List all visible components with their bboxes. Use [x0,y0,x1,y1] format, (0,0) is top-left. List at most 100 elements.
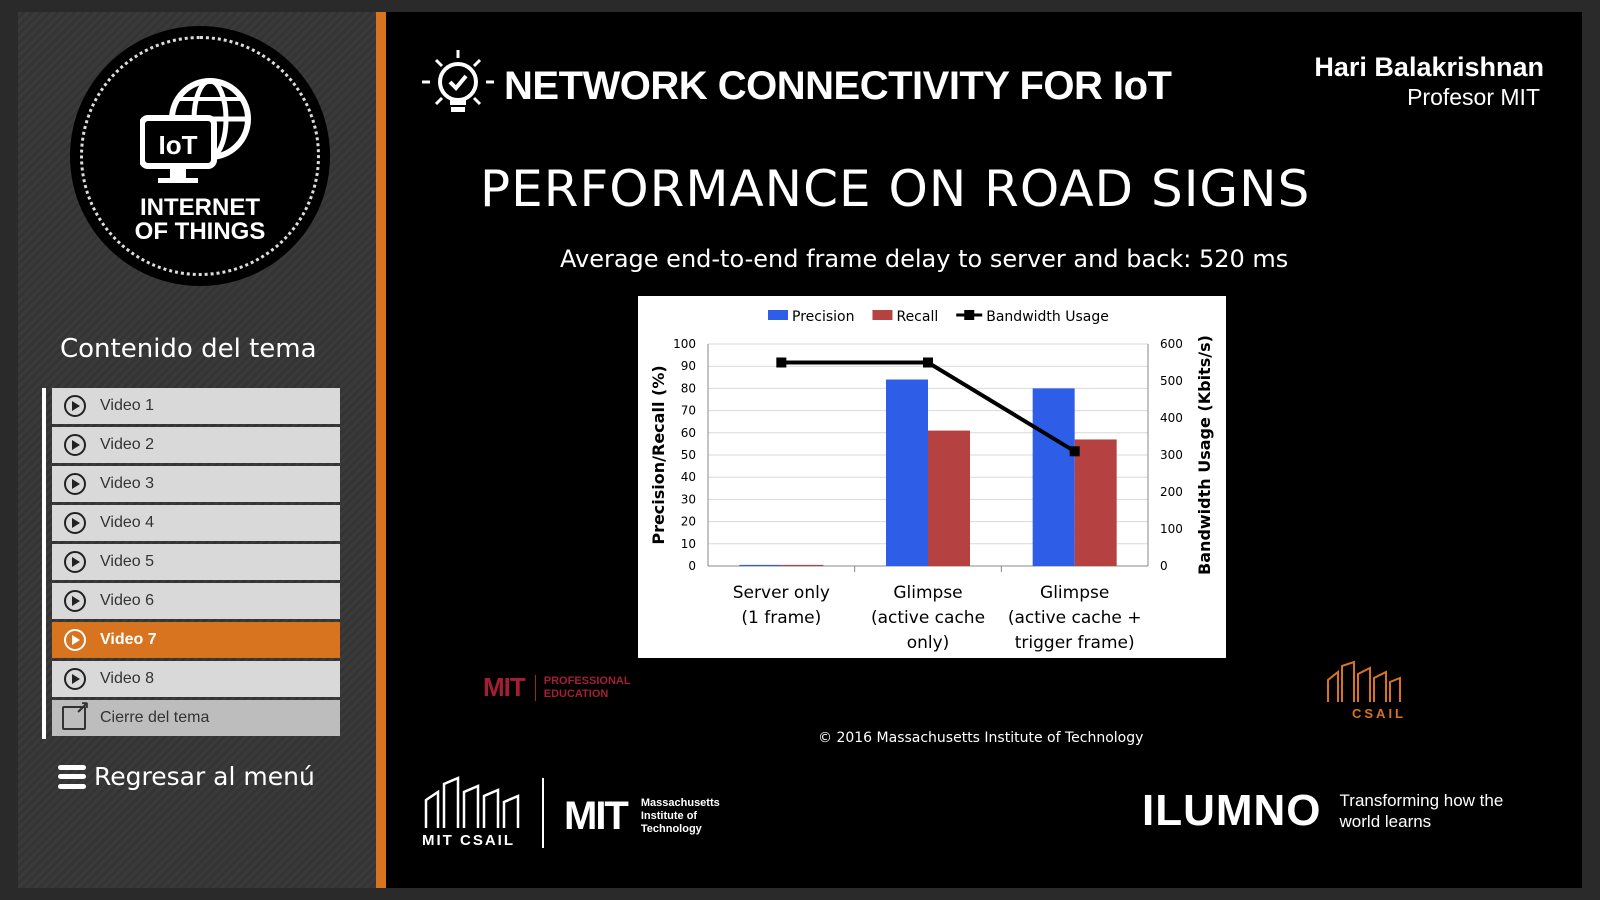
iot-course-logo: IoT INTERNET OF THINGS [70,26,330,286]
category-label: Server only [733,583,830,603]
video-item-5[interactable]: Video 5 [52,544,340,580]
logo-dotted-ring [80,36,320,276]
bar-line-chart: 0 10 20 30 40 50 60 70 80 90 100 0 100 200 300 400 500 60… [649,309,1214,653]
video-label: Video 1 [100,397,154,414]
mit-name: Massachusetts Institute of Technology [640,797,720,835]
presenter-role: Profesor MIT [1407,84,1540,110]
play-circle-icon [64,629,86,651]
y-tick-label: 40 [681,470,696,484]
video-item-6[interactable]: Video 6 [52,583,340,619]
video-label: Video 2 [100,436,154,453]
y2-tick-label: 400 [1160,411,1183,425]
globe-monitor-icon: IoT [140,78,251,183]
bar-precision [886,379,928,566]
y2-tick-label: 500 [1160,374,1183,388]
mit-professional-education-logo: MIT PROFESSIONAL EDUCATION [483,672,631,703]
csail-label: CSAIL [1352,706,1406,721]
course-title: NETWORK CONNECTIVITY FOR IoT [504,64,1172,108]
csail-building-icon [1327,660,1401,702]
topic-title: Contenido del tema [60,334,317,364]
video-item-4[interactable]: Video 4 [52,505,340,541]
mit-csail-label: MIT CSAIL [422,832,515,849]
logo-line-1: INTERNET [140,194,260,221]
sidebar-accent-bar [376,12,386,888]
video-label: Video 5 [100,553,154,570]
play-circle-icon [64,668,86,690]
csail-logo-watermark: CSAIL [1324,658,1464,728]
category-label: trigger frame) [1015,633,1135,653]
pe-text: PROFESSIONAL EDUCATION [534,674,631,701]
y2-axis-title: Bandwidth Usage (Kbits/s) [1195,335,1214,575]
legend-label: Precision [792,309,854,325]
ilumno-brand: ILUMNO [1142,786,1322,835]
video-item-7-active[interactable]: Video 7 [52,622,340,658]
y2-tick-label: 300 [1160,448,1183,462]
video-label: Video 7 [100,631,157,648]
video-player-frame: IoT INTERNET OF THINGS Contenido del tem… [18,12,1582,888]
y-tick-label: 90 [681,359,696,373]
play-circle-icon [64,512,86,534]
external-link-icon [62,698,90,730]
video-label: Video 8 [100,670,154,687]
video-item-3[interactable]: Video 3 [52,466,340,502]
bar-recall [928,430,970,566]
logo-badge: IoT [159,130,198,160]
play-circle-icon [64,434,86,456]
category-label: only) [907,633,950,653]
lightbulb-icon [422,50,494,112]
bar-precision [739,564,782,566]
category-label: (active cache [871,608,985,628]
video-label: Video 3 [100,475,154,492]
video-item-8[interactable]: Video 8 [52,661,340,697]
play-circle-icon [64,395,86,417]
mit-mark: MIT [483,672,526,702]
copyright-notice: © 2016 Massachusetts Institute of Techno… [818,730,1144,746]
mit-mark-large: MIT [564,794,629,838]
csail-building-icon [424,776,520,828]
legend-swatch [964,310,975,320]
y-tick-label: 100 [673,337,696,351]
legend-label: Bandwidth Usage [986,309,1109,325]
line-marker [1069,446,1080,457]
sidebar: IoT INTERNET OF THINGS Contenido del tem… [18,12,376,888]
slide-title: PERFORMANCE ON ROAD SIGNS [480,160,1311,218]
bar-recall [1074,439,1117,566]
legend-swatch [768,310,788,320]
category-label: (active cache + [1008,608,1142,628]
slide-subtitle: Average end-to-end frame delay to server… [560,245,1289,273]
mit-logo: MIT Massachusetts Institute of Technolog… [564,794,741,839]
video-label: Video 6 [100,592,154,609]
y-axis-title: Precision/Recall (%) [649,365,668,544]
presenter-name: Hari Balakrishnan [1314,52,1544,82]
category-label: Glimpse [1040,583,1109,603]
y2-tick-label: 600 [1160,337,1183,351]
y-tick-label: 30 [681,492,696,506]
video-item-1[interactable]: Video 1 [52,388,340,424]
y-tick-label: 80 [681,381,696,395]
play-circle-icon [64,551,86,573]
bar-recall [781,564,824,566]
line-marker [923,357,933,368]
play-circle-icon [64,590,86,612]
video-list: Video 1 Video 2 Video 3 Video 4 Video 5 … [42,388,342,739]
mit-csail-logo: MIT CSAIL [422,774,532,854]
close-topic-item[interactable]: Cierre del tema [52,698,340,736]
category-label: Glimpse [893,583,962,603]
chart-panel: 0 10 20 30 40 50 60 70 80 90 100 0 100 200 300 400 500 60… [638,296,1226,658]
y2-tick-label: 0 [1160,559,1168,573]
hamburger-menu-icon [58,764,86,789]
y-tick-label: 50 [681,448,696,462]
video-item-2[interactable]: Video 2 [52,427,340,463]
legend-label: Recall [896,309,938,325]
y-tick-label: 20 [681,515,696,529]
back-to-menu-button[interactable]: Regresar al menú [58,762,315,791]
y2-tick-label: 100 [1160,522,1183,536]
logo-title: INTERNET OF THINGS [70,196,330,244]
ilumno-tagline: Transforming how the world learns [1339,791,1504,831]
y-tick-label: 70 [681,404,696,418]
line-marker [776,357,787,368]
play-circle-icon [64,473,86,495]
close-topic-label: Cierre del tema [100,709,210,726]
y-tick-label: 0 [688,559,696,573]
video-label: Video 4 [100,514,154,531]
